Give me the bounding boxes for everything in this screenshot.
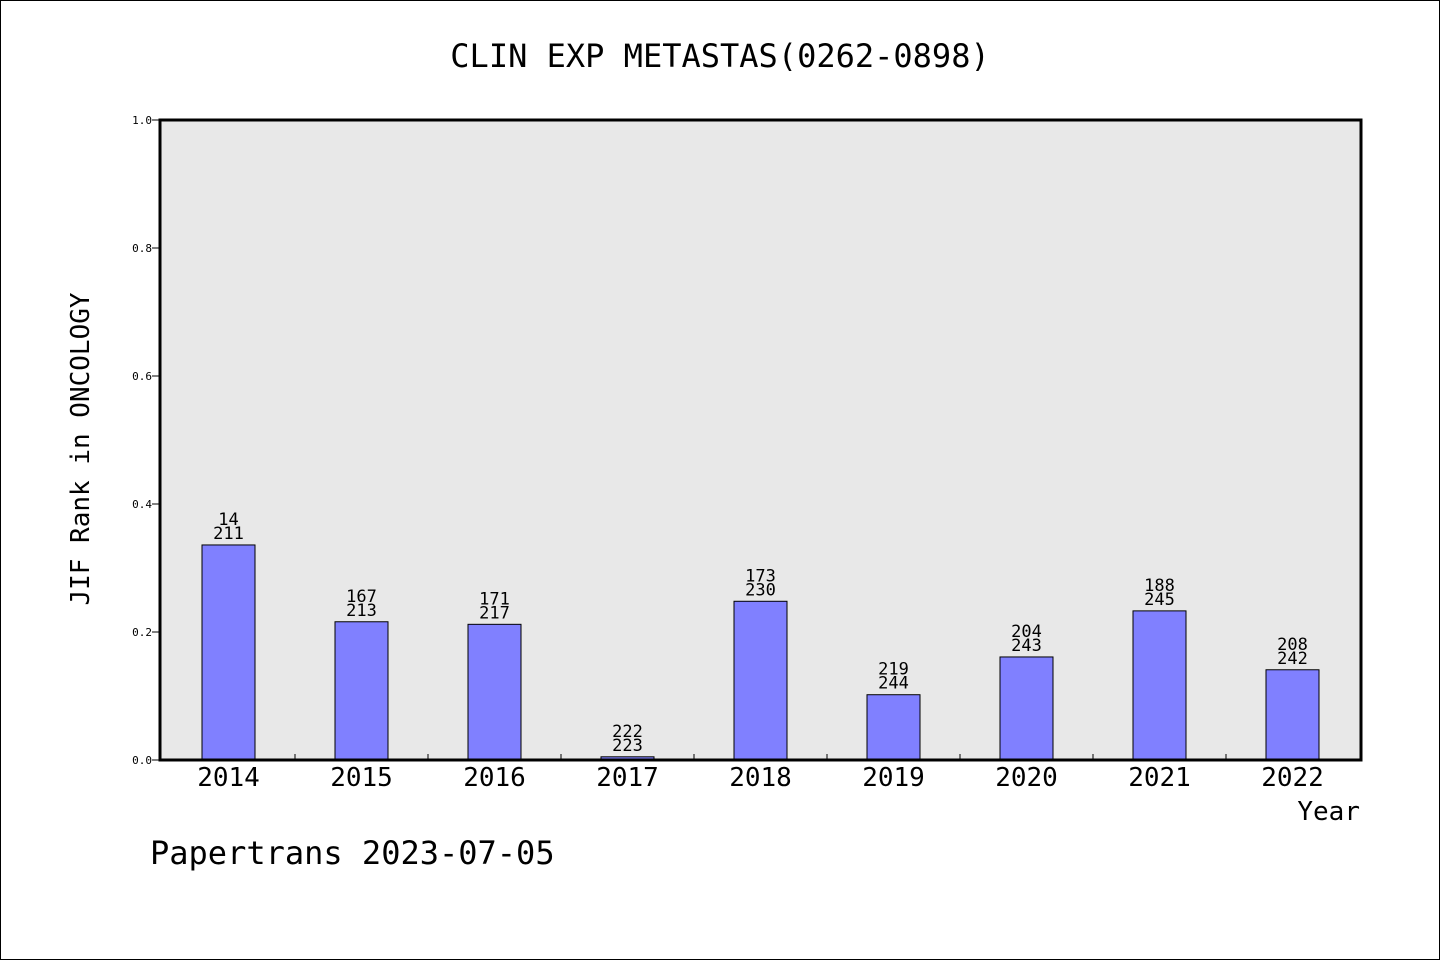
bar-rank-label: 219 [878,660,909,680]
bar-2015 [334,621,389,761]
bar-2016 [467,623,522,761]
bar-total-label: 213 [346,601,377,621]
bar-rank-label: 171 [479,589,510,609]
bar-total-label: 223 [612,736,643,756]
x-tick-label: 2022 [1261,763,1324,793]
bar-total-label: 230 [745,580,776,600]
y-tick-label: 0.4 [132,498,152,511]
bar-total-label: 244 [878,674,909,694]
y-tick-label: 0.0 [132,754,152,767]
x-tick-label: 2016 [463,763,526,793]
y-axis-label: JIF Rank in ONCOLOGY [66,292,96,605]
x-tick-label: 2018 [729,763,792,793]
bar-rank-label: 14 [218,510,238,530]
bar-2021 [1132,610,1187,761]
bar-rank-label: 222 [612,722,643,742]
bar-rank-label: 173 [745,566,776,586]
bar-2022 [1265,669,1320,761]
bar-total-label: 242 [1277,649,1308,669]
x-tick-label: 2017 [596,763,659,793]
bar-total-label: 245 [1144,590,1175,610]
bar-rank-label: 208 [1277,635,1308,655]
x-tick-label: 2020 [995,763,1058,793]
bar-total-label: 217 [479,603,510,623]
y-tick-label: 1.0 [132,114,152,127]
bar-total-label: 243 [1011,636,1042,656]
chart-title: CLIN EXP METASTAS(0262-0898) [450,37,989,75]
bar-2018 [733,600,788,761]
x-tick-label: 2015 [330,763,393,793]
bar-2020 [999,656,1054,761]
plot-border [158,118,1363,762]
y-tick-label: 0.6 [132,370,152,383]
bar-rank-label: 167 [346,587,377,607]
footer-credit: Papertrans 2023-07-05 [150,834,555,872]
y-tick-label: 0.2 [132,626,152,639]
y-tick-label: 0.8 [132,242,152,255]
x-tick-label: 2021 [1128,763,1191,793]
bar-total-label: 211 [213,524,244,544]
x-tick-label: 2019 [862,763,925,793]
bar-2019 [866,694,921,761]
bar-rank-label: 188 [1144,576,1175,596]
bar-rank-label: 204 [1011,622,1042,642]
x-tick-label: 2014 [197,763,260,793]
bar-2014 [201,544,256,761]
x-axis-label: Year [1297,797,1360,827]
